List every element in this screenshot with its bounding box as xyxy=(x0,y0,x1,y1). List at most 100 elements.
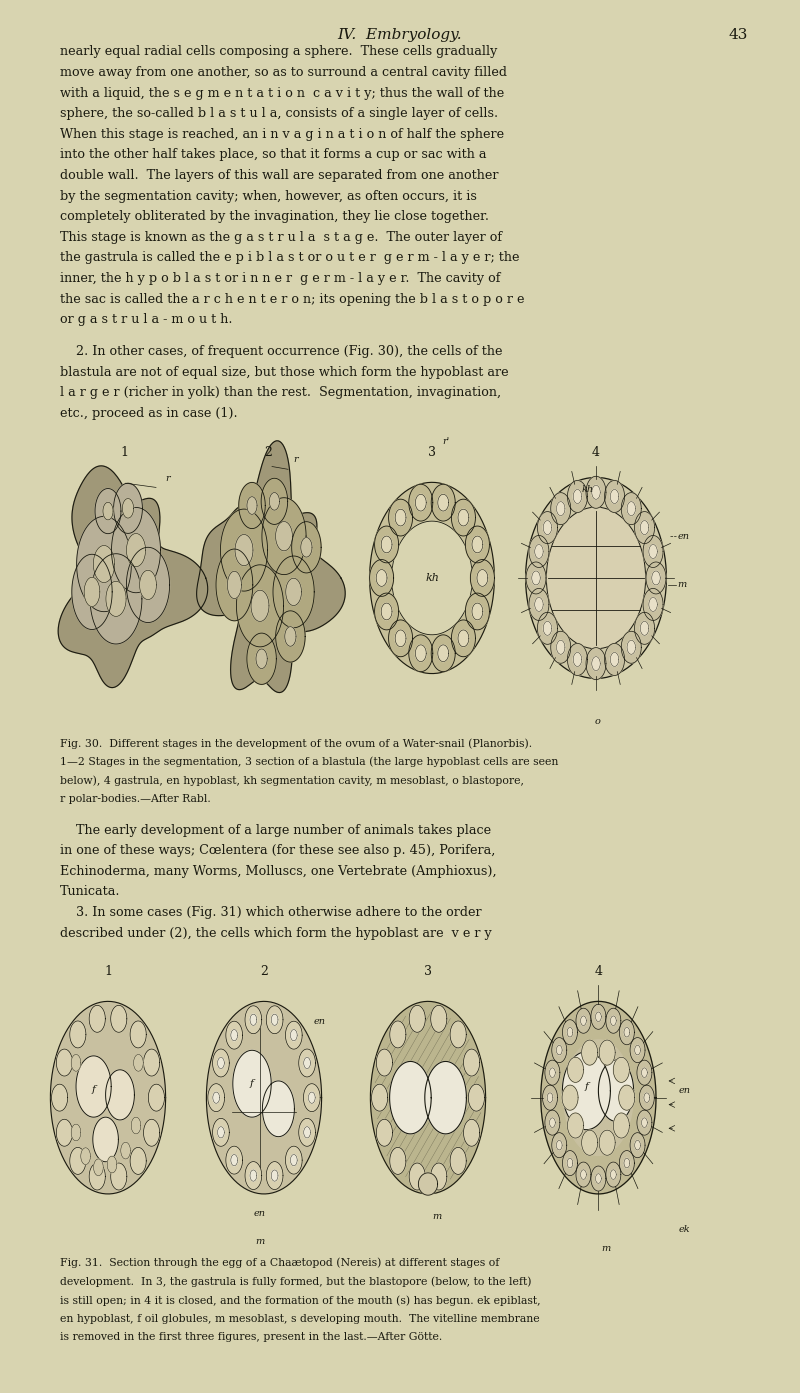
Text: completely obliterated by the invagination, they lie close together.: completely obliterated by the invaginati… xyxy=(60,210,489,223)
Polygon shape xyxy=(238,482,266,528)
Polygon shape xyxy=(213,1092,219,1103)
Polygon shape xyxy=(627,641,635,655)
Polygon shape xyxy=(94,546,114,582)
Text: nearly equal radial cells composing a sphere.  These cells gradually: nearly equal radial cells composing a sp… xyxy=(60,45,498,59)
Polygon shape xyxy=(290,1155,297,1166)
Polygon shape xyxy=(605,481,625,513)
Polygon shape xyxy=(557,501,565,515)
Polygon shape xyxy=(586,476,606,508)
Polygon shape xyxy=(285,627,296,646)
Polygon shape xyxy=(425,1061,466,1134)
Polygon shape xyxy=(374,527,398,563)
Polygon shape xyxy=(543,621,552,635)
Polygon shape xyxy=(610,652,618,666)
Polygon shape xyxy=(463,1119,480,1146)
Polygon shape xyxy=(256,649,267,669)
Polygon shape xyxy=(564,1041,633,1155)
Polygon shape xyxy=(103,503,113,520)
Polygon shape xyxy=(649,598,658,612)
Text: l a r g e r (richer in yolk) than the rest.  Segmentation, invagination,: l a r g e r (richer in yolk) than the re… xyxy=(60,386,501,400)
Polygon shape xyxy=(126,534,146,567)
Polygon shape xyxy=(276,612,305,662)
Polygon shape xyxy=(390,1148,406,1174)
Polygon shape xyxy=(276,521,293,550)
Polygon shape xyxy=(640,621,649,635)
Polygon shape xyxy=(122,499,134,518)
Polygon shape xyxy=(451,499,475,536)
Text: m: m xyxy=(432,1212,442,1220)
Polygon shape xyxy=(543,521,552,535)
Text: sphere, the so-called b l a s t u l a, consists of a single layer of cells.: sphere, the so-called b l a s t u l a, c… xyxy=(60,107,498,120)
Polygon shape xyxy=(562,1085,578,1110)
Polygon shape xyxy=(552,1133,566,1158)
Polygon shape xyxy=(542,1085,558,1110)
Text: 1: 1 xyxy=(104,965,112,978)
Polygon shape xyxy=(227,571,242,599)
Polygon shape xyxy=(634,1045,640,1055)
Polygon shape xyxy=(50,1002,166,1194)
Polygon shape xyxy=(595,1174,602,1183)
Polygon shape xyxy=(547,1094,553,1102)
Polygon shape xyxy=(538,613,558,645)
Polygon shape xyxy=(130,1021,146,1048)
Polygon shape xyxy=(376,570,387,586)
Polygon shape xyxy=(389,620,413,656)
Polygon shape xyxy=(591,1004,606,1029)
Polygon shape xyxy=(273,556,314,628)
Polygon shape xyxy=(450,1148,466,1174)
Text: blastula are not of equal size, but those which form the hypoblast are: blastula are not of equal size, but thos… xyxy=(60,366,509,379)
Polygon shape xyxy=(649,545,658,559)
Polygon shape xyxy=(143,1049,160,1075)
Polygon shape xyxy=(637,1060,652,1085)
Text: 1: 1 xyxy=(120,446,128,458)
Polygon shape xyxy=(94,1159,103,1176)
Polygon shape xyxy=(304,1127,310,1138)
Polygon shape xyxy=(84,577,100,606)
Polygon shape xyxy=(262,1081,294,1137)
Text: r': r' xyxy=(442,436,450,446)
Text: 4: 4 xyxy=(594,965,602,978)
Polygon shape xyxy=(409,1006,426,1032)
Text: Fig. 30.  Different stages in the development of the ovum of a Water-snail (Plan: Fig. 30. Different stages in the develop… xyxy=(60,738,532,748)
Polygon shape xyxy=(106,581,126,616)
Polygon shape xyxy=(303,1084,320,1112)
Polygon shape xyxy=(235,535,253,566)
Polygon shape xyxy=(581,1015,586,1025)
Polygon shape xyxy=(630,1038,645,1063)
Polygon shape xyxy=(266,1006,283,1034)
Text: 3: 3 xyxy=(428,446,436,458)
Polygon shape xyxy=(389,499,413,536)
Polygon shape xyxy=(463,1049,480,1075)
Polygon shape xyxy=(271,1170,278,1181)
Polygon shape xyxy=(370,482,494,674)
Polygon shape xyxy=(586,648,606,680)
Text: Tunicata.: Tunicata. xyxy=(60,886,121,898)
Polygon shape xyxy=(534,598,543,612)
Polygon shape xyxy=(58,465,208,688)
Text: in one of these ways; Cœlentera (for these see also p. 45), Porifera,: in one of these ways; Cœlentera (for the… xyxy=(60,844,495,857)
Polygon shape xyxy=(143,1119,160,1146)
Text: 43: 43 xyxy=(729,28,748,42)
Polygon shape xyxy=(567,1113,583,1138)
Text: f: f xyxy=(585,1082,588,1091)
Text: described under (2), the cells which form the hypoblast are  v e r y: described under (2), the cells which for… xyxy=(60,926,492,940)
Polygon shape xyxy=(250,1170,257,1181)
Text: move away from one another, so as to surround a central cavity filled: move away from one another, so as to sur… xyxy=(60,65,507,79)
Polygon shape xyxy=(409,485,433,521)
Polygon shape xyxy=(131,1117,141,1134)
Polygon shape xyxy=(89,1163,106,1190)
Text: m: m xyxy=(602,1244,611,1252)
Polygon shape xyxy=(477,570,488,586)
Text: m: m xyxy=(678,581,687,589)
Polygon shape xyxy=(93,1117,118,1162)
Polygon shape xyxy=(567,1159,573,1167)
Polygon shape xyxy=(550,493,570,525)
Text: en: en xyxy=(678,1087,690,1095)
Polygon shape xyxy=(247,634,276,684)
Polygon shape xyxy=(114,483,142,534)
Polygon shape xyxy=(642,1119,647,1127)
Text: This stage is known as the g a s t r u l a  s t a g e.  The outer layer of: This stage is known as the g a s t r u l… xyxy=(60,231,502,244)
Polygon shape xyxy=(622,493,642,525)
Polygon shape xyxy=(574,652,582,666)
Polygon shape xyxy=(110,1163,127,1190)
